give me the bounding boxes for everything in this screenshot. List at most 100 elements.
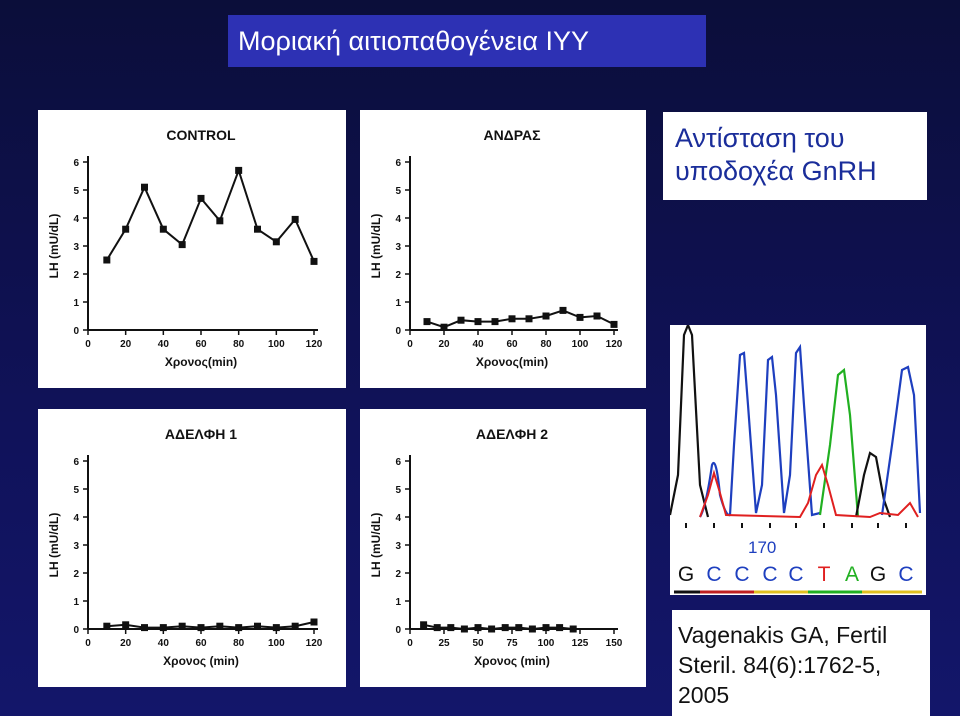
chart-1-series-line xyxy=(426,309,615,329)
sequence-position-label: 170 xyxy=(748,538,776,557)
chart-3-y-tick-label: 3 xyxy=(395,541,401,552)
subtitle-box: Αντίσταση του υποδοχέα GnRH xyxy=(663,112,927,200)
chart-1-x-tick-label: 60 xyxy=(506,339,518,350)
chart-3-title: ΑΔΕΛΦΗ 2 xyxy=(476,426,548,442)
sequence-base: C xyxy=(706,563,721,586)
subtitle-line-2: υποδοχέα GnRH xyxy=(675,156,877,186)
slide-title: Μοριακή αιτιοπαθογένεια ΙΥΥ xyxy=(228,15,706,67)
trace-black-peak-2 xyxy=(854,451,892,518)
chart-0-data-point xyxy=(178,241,186,249)
chart-3-x-tick-label: 50 xyxy=(472,638,484,649)
chart-3-y-axis-label: LH (mU/dL) xyxy=(369,513,383,578)
trace-black-peak-1 xyxy=(668,322,710,518)
chart-3-x-tick-label: 25 xyxy=(438,638,450,649)
chart-1-x-tick-label: 0 xyxy=(407,339,413,350)
sequence-base: C xyxy=(898,563,913,586)
trace-blue-peaks xyxy=(699,343,821,518)
chart-3-data-point xyxy=(488,625,496,633)
chart-2-data-point xyxy=(103,622,111,630)
chart-0-x-tick-label: 80 xyxy=(233,339,245,350)
chart-2-y-tick-label: 6 xyxy=(73,457,79,468)
chart-0-data-point xyxy=(254,225,261,233)
chart-3-y-tick-label: 5 xyxy=(395,485,401,496)
sequence-base: A xyxy=(845,563,859,586)
chart-1-title: ΑΝΔΡΑΣ xyxy=(483,127,540,143)
chart-2-y-tick-label: 1 xyxy=(73,597,79,608)
chart-3-x-tick-label: 75 xyxy=(506,638,518,649)
chart-3-data-point xyxy=(420,621,428,629)
chart-3-data-point xyxy=(474,624,482,632)
chart-2-data-point xyxy=(310,618,318,626)
chart-1-y-tick-label: 2 xyxy=(395,270,401,281)
chart-0-y-tick-label: 3 xyxy=(73,242,79,253)
chart-2-title: ΑΔΕΛΦΗ 1 xyxy=(165,426,237,442)
chart-2-data-point xyxy=(141,624,148,632)
chart-2-x-tick-label: 0 xyxy=(85,638,91,649)
chart-2-data-point xyxy=(122,621,130,629)
trace-peaks xyxy=(668,322,922,519)
chart-3-y-tick-label: 0 xyxy=(395,625,401,636)
chart-1-data-point xyxy=(457,316,465,324)
chart-2-data-point xyxy=(216,622,224,630)
chart-1-data-point xyxy=(491,318,499,326)
chart-3-data-point xyxy=(460,625,468,633)
chart-1-y-tick-label: 5 xyxy=(395,186,401,197)
chart-1-y-tick-label: 3 xyxy=(395,242,401,253)
chart-panel-control: CONTROL 0 1 2 3 4 5 6 0 20 40 60 80 100 120 Χρονος(min)… xyxy=(38,110,346,388)
chart-3-data-point xyxy=(447,624,455,632)
chart-0-data-point xyxy=(159,225,167,233)
chart-3-y-tick-label: 2 xyxy=(395,569,401,580)
chart-2-data-point xyxy=(197,624,205,632)
chart-0-y-tick-label: 4 xyxy=(73,214,79,225)
reference-line-3: 2005 xyxy=(678,682,730,708)
chart-1-data-point xyxy=(474,318,482,326)
chart-0-y-tick-label: 0 xyxy=(73,326,79,337)
sequence-base: G xyxy=(870,563,886,586)
chart-0-y-tick-label: 6 xyxy=(73,158,79,169)
chart-0-x-tick-label: 100 xyxy=(268,339,285,350)
chart-2-series-line xyxy=(106,621,315,629)
trace-blue-peak-last xyxy=(880,365,922,516)
chart-0-x-tick-label: 40 xyxy=(158,339,170,350)
chart-1-data-point xyxy=(593,312,601,320)
chart-1-y-axis-label: LH (mU/dL) xyxy=(369,214,383,279)
chart-2-x-tick-label: 100 xyxy=(268,638,285,649)
chart-0-data-point xyxy=(272,238,280,246)
chart-0-data-point xyxy=(197,194,205,202)
chart-2-x-tick-label: 40 xyxy=(158,638,170,649)
chart-1-data-point xyxy=(542,312,550,320)
chart-2-data-point xyxy=(272,624,280,632)
chart-3-data-point xyxy=(569,625,577,633)
chart-1-x-tick-label: 120 xyxy=(606,339,623,350)
chart-0-x-tick-label: 120 xyxy=(306,339,323,350)
chart-0-x-tick-label: 0 xyxy=(85,339,91,350)
chart-panel-sister1: ΑΔΕΛΦΗ 1 0 1 2 3 4 5 6 0 20 40 60 80 100 120 Χρονος (mi… xyxy=(38,409,346,687)
chart-3-y-tick-label: 4 xyxy=(395,513,401,524)
chart-2-y-tick-label: 4 xyxy=(73,513,79,524)
chart-1-data-point xyxy=(576,313,584,321)
chart-2-data-point xyxy=(178,622,186,630)
chart-3-data-point xyxy=(528,625,536,633)
sequence-base: G xyxy=(678,563,694,586)
reference-line-2: Steril. 84(6):1762-5, xyxy=(678,652,882,678)
chart-sister-2: ΑΔΕΛΦΗ 2 0 1 2 3 4 5 6 0 25 50 75 100 125 150 Χρονος (m… xyxy=(369,426,623,668)
chart-1-data-point xyxy=(525,315,533,323)
chart-0-y-tick-label: 2 xyxy=(73,270,79,281)
chart-0-series-line xyxy=(105,167,315,262)
chart-3-data-point xyxy=(542,624,550,632)
chart-0-y-tick-label: 1 xyxy=(73,298,79,309)
chart-0-y-axis-label: LH (mU/dL) xyxy=(47,214,61,279)
chart-3-series-line xyxy=(423,623,574,631)
chart-2-y-axis-label: LH (mU/dL) xyxy=(47,513,61,578)
chart-3-x-tick-label: 100 xyxy=(538,638,555,649)
chart-1-x-tick-label: 20 xyxy=(438,339,450,350)
chart-panel-man: ΑΝΔΡΑΣ 0 1 2 3 4 5 6 0 20 40 60 80 100 120 Χρονος(min) L… xyxy=(360,110,646,388)
chart-2-x-tick-label: 20 xyxy=(120,638,132,649)
sequence-base: C xyxy=(762,563,777,586)
chart-2-y-tick-label: 3 xyxy=(73,541,79,552)
